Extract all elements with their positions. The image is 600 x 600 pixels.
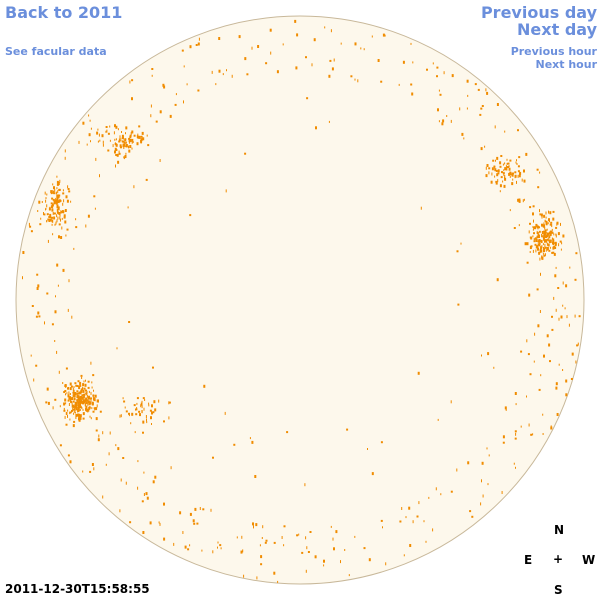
compass-center: + [553, 552, 564, 566]
compass-east: E [524, 553, 533, 567]
observation-timestamp: 2011-12-30T15:58:55 [5, 582, 150, 596]
previous-day-link[interactable]: Previous day [480, 3, 597, 22]
solar-disk [15, 15, 585, 585]
next-day-link[interactable]: Next day [517, 20, 597, 39]
see-facular-data-link[interactable]: See facular data [5, 45, 107, 58]
compass-north: N [554, 523, 565, 537]
facular-regions [22, 19, 581, 583]
compass-south: S [554, 583, 563, 597]
previous-hour-link[interactable]: Previous hour [510, 45, 597, 58]
back-to-year-link[interactable]: Back to 2011 [5, 3, 123, 22]
compass-west: W [582, 553, 596, 567]
next-hour-link[interactable]: Next hour [535, 58, 598, 71]
